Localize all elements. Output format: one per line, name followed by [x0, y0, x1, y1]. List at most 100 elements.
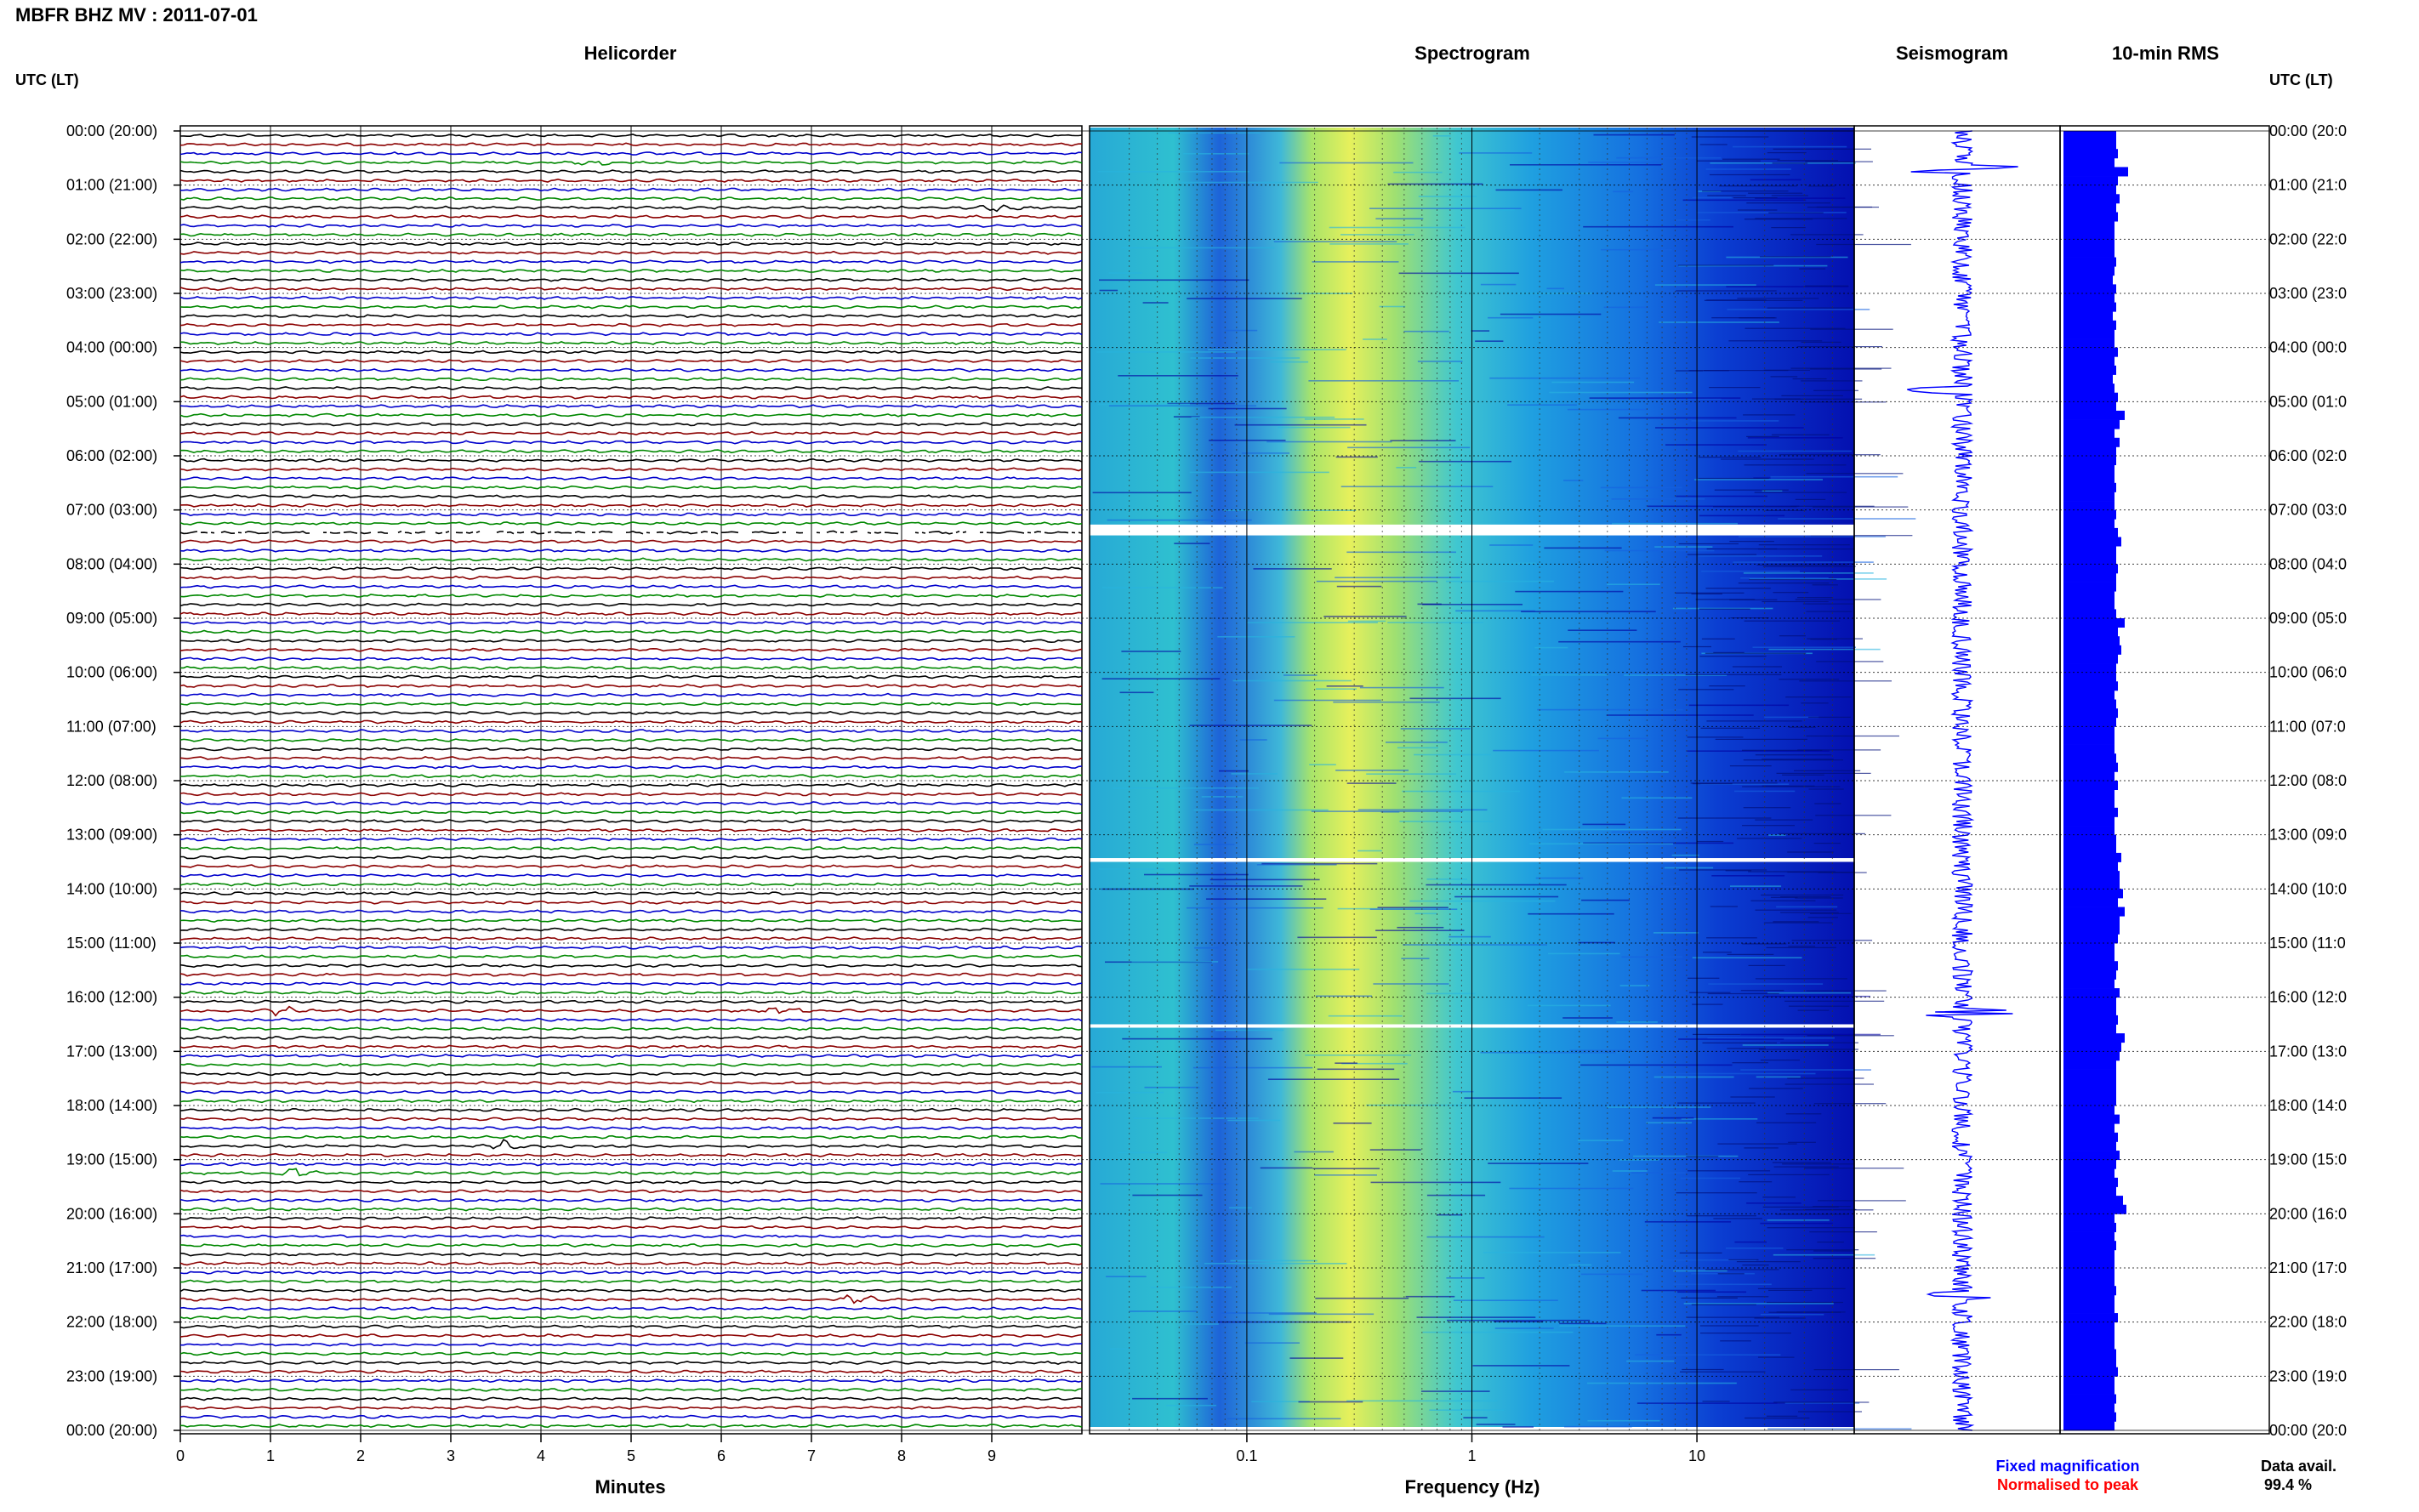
spectrogram-streak — [1521, 611, 1656, 612]
minute-tick-label: 9 — [988, 1447, 996, 1464]
spectrogram-dark-streak — [1754, 492, 1847, 493]
spectrogram-streak — [1106, 1276, 1147, 1277]
helicorder-trace — [179, 340, 1083, 345]
spectrogram-dark-streak — [1770, 376, 1798, 378]
spectrogram-streak — [1405, 1295, 1455, 1298]
time-label-left: 17:00 (13:00) — [66, 1043, 157, 1060]
spectrogram-streak — [1375, 929, 1465, 931]
time-label-left: 15:00 (11:00) — [66, 935, 157, 952]
spectrogram-streak — [1173, 416, 1200, 418]
rms-bar — [2063, 293, 2114, 304]
helicorder-trace — [179, 151, 1083, 156]
spectrogram-dark-streak — [1760, 256, 1831, 258]
spectrogram-dark-streak — [1767, 307, 1853, 309]
spectrogram-streak — [1537, 708, 1683, 711]
rms-bar — [2063, 410, 2125, 420]
helicorder-trace — [179, 1198, 1083, 1202]
spectrogram-streak — [1246, 622, 1378, 623]
rms-bar — [2063, 356, 2114, 367]
seismogram-title: Seismogram — [1896, 43, 2008, 64]
spectrogram-streak — [1464, 1097, 1562, 1099]
rms-bar — [2063, 844, 2116, 854]
spectrogram-dark-streak — [1771, 195, 1808, 196]
spectrogram-streak — [1583, 842, 1734, 844]
spectrogram-dark-streak — [1792, 378, 1827, 380]
spectrogram-dark-streak — [1746, 435, 1779, 437]
helicorder-trace — [179, 422, 1083, 427]
spectrogram-dark-streak — [1733, 197, 1778, 199]
spectrogram-streak — [1191, 416, 1335, 418]
spectrogram-streak — [1397, 926, 1444, 929]
spectrogram-dark-streak — [1749, 1088, 1803, 1089]
spectrogram-dark-streak — [1717, 1273, 1745, 1275]
spectrogram-streak — [1316, 995, 1372, 998]
helicorder-trace — [179, 827, 1083, 833]
spectrogram-dark-streak — [1766, 946, 1836, 948]
spectrogram-dark-streak — [1710, 906, 1738, 907]
time-label-right: 04:00 (00:0 — [2269, 339, 2347, 356]
spectrogram-streak — [1108, 405, 1256, 406]
spectrogram-dark-streak — [1808, 788, 1844, 790]
helicorder-trace — [179, 467, 1083, 472]
spectrogram-streak — [1113, 787, 1259, 789]
spectrogram-dark-streak — [1687, 736, 1744, 738]
spectrogram-dark-streak — [1813, 389, 1858, 391]
helicorder-trace — [179, 1126, 1083, 1131]
spectrogram-streak — [1711, 875, 1785, 877]
spectrogram-dark-streak — [1767, 1301, 1843, 1304]
rms-bar — [2063, 1123, 2114, 1134]
spectrogram-dark-streak — [1748, 1174, 1830, 1175]
spectrogram-streak — [1587, 1419, 1660, 1422]
spectrogram-streak — [1705, 168, 1791, 170]
helicorder-trace — [179, 395, 1083, 400]
helicorder-trace — [179, 674, 1083, 679]
spectrogram-streak — [1454, 895, 1559, 898]
helicorder-trace — [179, 864, 1083, 869]
rms-bar — [2063, 519, 2114, 529]
time-label-left: 14:00 (10:00) — [66, 880, 157, 897]
helicorder-trace — [179, 629, 1082, 634]
spectrogram-dark-streak — [1713, 506, 1797, 508]
helicorder-trace — [179, 1152, 1083, 1157]
spectrogram-streak — [1676, 495, 1767, 497]
spectrogram-streak — [1414, 753, 1491, 756]
spectrogram-streak — [1204, 1263, 1347, 1265]
helicorder-trace — [179, 710, 1083, 715]
spectrogram-streak — [1279, 162, 1414, 164]
helicorder-trace — [179, 1294, 1083, 1305]
data-availability-label: Data avail. — [2261, 1458, 2336, 1475]
spectrogram-streak — [1305, 1054, 1412, 1056]
spectrogram-dark-streak — [1795, 897, 1843, 899]
spectrogram-dark-streak — [1799, 680, 1892, 682]
spectrogram-streak — [1446, 580, 1554, 583]
spectrogram-streak — [1583, 225, 1733, 228]
rms-bar — [2063, 781, 2118, 791]
spectrogram-streak — [1548, 952, 1620, 955]
spectrogram-streak — [1770, 475, 1898, 478]
spectrogram-dark-streak — [1744, 1147, 1779, 1149]
spectrogram-dark-streak — [1768, 1289, 1813, 1291]
spectrogram-streak — [1421, 1390, 1490, 1392]
spectrogram-streak — [1189, 471, 1329, 474]
rms-bar — [2063, 329, 2114, 339]
spectrogram-dark-streak — [1813, 506, 1909, 508]
spectrogram-dark-streak — [1784, 1000, 1885, 1002]
rms-bar — [2063, 618, 2125, 628]
helicorder-trace — [179, 250, 1083, 255]
spectrogram-streak — [1336, 585, 1382, 588]
spectrogram-streak — [1692, 957, 1802, 958]
spectrogram-streak — [1742, 1044, 1829, 1046]
rms-bar — [2063, 1339, 2114, 1350]
spectrogram-streak — [1544, 547, 1622, 549]
spectrogram-dark-streak — [1798, 1411, 1862, 1413]
spectrogram-dark-streak — [1802, 603, 1853, 605]
spectrogram-dark-streak — [1770, 896, 1798, 898]
spectrogram-streak — [1335, 577, 1460, 578]
spectrogram-dark-streak — [1762, 785, 1815, 787]
spectrogram-streak — [1733, 145, 1847, 148]
spectrogram-streak — [1311, 810, 1464, 812]
spectrogram-streak — [1187, 907, 1323, 909]
spectrogram-streak — [1314, 1174, 1377, 1176]
spectrogram-dark-streak — [1797, 597, 1834, 599]
spectrogram-streak — [1230, 1259, 1318, 1262]
